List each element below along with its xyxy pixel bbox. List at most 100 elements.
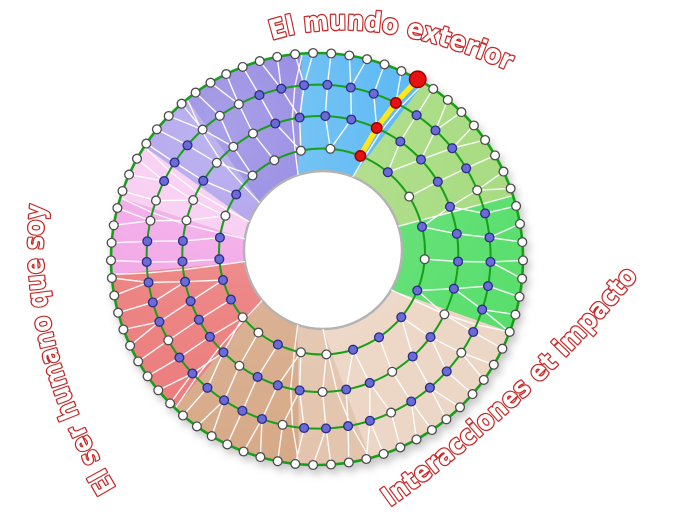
node-filled[interactable] bbox=[373, 332, 385, 343]
node-filled[interactable] bbox=[159, 176, 170, 187]
node-empty[interactable] bbox=[254, 56, 265, 67]
node-empty[interactable] bbox=[117, 185, 128, 197]
node-filled[interactable] bbox=[448, 283, 459, 294]
node-empty[interactable] bbox=[511, 200, 522, 212]
node-filled[interactable] bbox=[343, 421, 354, 432]
node-filled[interactable] bbox=[180, 276, 191, 287]
node-filled[interactable] bbox=[177, 235, 188, 247]
node-empty[interactable] bbox=[105, 255, 117, 266]
node-filled[interactable] bbox=[276, 83, 287, 94]
node-filled[interactable] bbox=[252, 371, 263, 382]
node-empty[interactable] bbox=[321, 349, 332, 360]
node-empty[interactable] bbox=[228, 141, 239, 152]
node-filled[interactable] bbox=[231, 189, 242, 200]
selected-spoke-line[interactable] bbox=[357, 76, 421, 159]
node-empty[interactable] bbox=[151, 124, 162, 135]
node-empty[interactable] bbox=[472, 185, 483, 196]
node-empty[interactable] bbox=[131, 153, 143, 164]
node-filled[interactable] bbox=[142, 236, 153, 247]
node-empty[interactable] bbox=[441, 414, 452, 425]
node-filled[interactable] bbox=[406, 396, 417, 407]
node-empty[interactable] bbox=[480, 134, 491, 146]
node-empty[interactable] bbox=[108, 220, 119, 231]
node-empty[interactable] bbox=[467, 389, 478, 400]
node-filled[interactable] bbox=[320, 423, 332, 434]
node-empty[interactable] bbox=[133, 356, 144, 367]
node-filled[interactable] bbox=[225, 294, 236, 305]
node-filled[interactable] bbox=[348, 344, 359, 355]
node-empty[interactable] bbox=[191, 421, 202, 432]
node-filled[interactable] bbox=[198, 175, 209, 186]
node-empty[interactable] bbox=[125, 340, 136, 351]
node-filled[interactable] bbox=[256, 413, 268, 425]
node-filled[interactable] bbox=[254, 90, 265, 101]
node-filled[interactable] bbox=[204, 331, 215, 342]
node-empty[interactable] bbox=[428, 83, 439, 94]
node-empty[interactable] bbox=[514, 218, 526, 229]
node-empty[interactable] bbox=[387, 366, 398, 377]
node-filled[interactable] bbox=[143, 277, 154, 288]
node-empty[interactable] bbox=[269, 155, 280, 166]
node-filled[interactable] bbox=[482, 281, 494, 292]
node-empty[interactable] bbox=[118, 324, 129, 335]
node-filled[interactable] bbox=[407, 351, 418, 362]
node-empty[interactable] bbox=[205, 77, 216, 88]
selected-node[interactable] bbox=[389, 96, 402, 109]
node-empty[interactable] bbox=[308, 47, 319, 59]
node-filled[interactable] bbox=[364, 415, 375, 426]
node-filled[interactable] bbox=[187, 368, 198, 379]
node-filled[interactable] bbox=[169, 157, 180, 168]
node-empty[interactable] bbox=[439, 309, 450, 320]
node-empty[interactable] bbox=[277, 419, 288, 430]
node-filled[interactable] bbox=[154, 316, 165, 327]
node-filled[interactable] bbox=[415, 154, 427, 165]
node-empty[interactable] bbox=[325, 143, 336, 154]
node-filled[interactable] bbox=[416, 221, 428, 232]
node-filled[interactable] bbox=[294, 112, 305, 123]
node-filled[interactable] bbox=[237, 405, 248, 416]
node-empty[interactable] bbox=[197, 124, 208, 135]
node-filled[interactable] bbox=[444, 201, 456, 212]
node-empty[interactable] bbox=[145, 215, 156, 226]
node-filled[interactable] bbox=[272, 339, 283, 350]
node-empty[interactable] bbox=[221, 69, 232, 80]
node-empty[interactable] bbox=[181, 215, 192, 226]
node-empty[interactable] bbox=[395, 442, 406, 453]
node-filled[interactable] bbox=[217, 275, 229, 286]
node-filled[interactable] bbox=[461, 163, 472, 174]
node-empty[interactable] bbox=[498, 166, 509, 177]
node-empty[interactable] bbox=[153, 385, 164, 396]
node-empty[interactable] bbox=[454, 402, 466, 413]
node-empty[interactable] bbox=[361, 54, 373, 65]
node-empty[interactable] bbox=[426, 424, 437, 436]
node-filled[interactable] bbox=[214, 232, 225, 243]
node-empty[interactable] bbox=[404, 191, 415, 202]
node-empty[interactable] bbox=[141, 138, 152, 149]
node-empty[interactable] bbox=[396, 66, 407, 77]
node-filled[interactable] bbox=[395, 136, 406, 147]
node-empty[interactable] bbox=[142, 371, 153, 382]
node-filled[interactable] bbox=[453, 256, 464, 267]
node-empty[interactable] bbox=[150, 195, 162, 206]
selected-node[interactable] bbox=[370, 122, 383, 134]
node-filled[interactable] bbox=[177, 256, 188, 267]
node-empty[interactable] bbox=[379, 59, 390, 70]
node-empty[interactable] bbox=[505, 183, 516, 194]
node-empty[interactable] bbox=[517, 273, 528, 284]
node-filled[interactable] bbox=[141, 256, 152, 267]
node-filled[interactable] bbox=[364, 377, 375, 388]
node-empty[interactable] bbox=[214, 110, 225, 121]
node-empty[interactable] bbox=[344, 50, 355, 61]
node-empty[interactable] bbox=[488, 359, 499, 370]
node-filled[interactable] bbox=[320, 111, 331, 122]
node-empty[interactable] bbox=[222, 439, 233, 450]
node-empty[interactable] bbox=[163, 335, 174, 346]
node-empty[interactable] bbox=[106, 237, 117, 248]
node-empty[interactable] bbox=[272, 456, 283, 467]
node-empty[interactable] bbox=[112, 202, 123, 214]
node-empty[interactable] bbox=[290, 458, 301, 469]
node-empty[interactable] bbox=[233, 99, 244, 110]
node-empty[interactable] bbox=[234, 360, 245, 371]
node-empty[interactable] bbox=[106, 272, 117, 284]
node-filled[interactable] bbox=[451, 228, 462, 239]
